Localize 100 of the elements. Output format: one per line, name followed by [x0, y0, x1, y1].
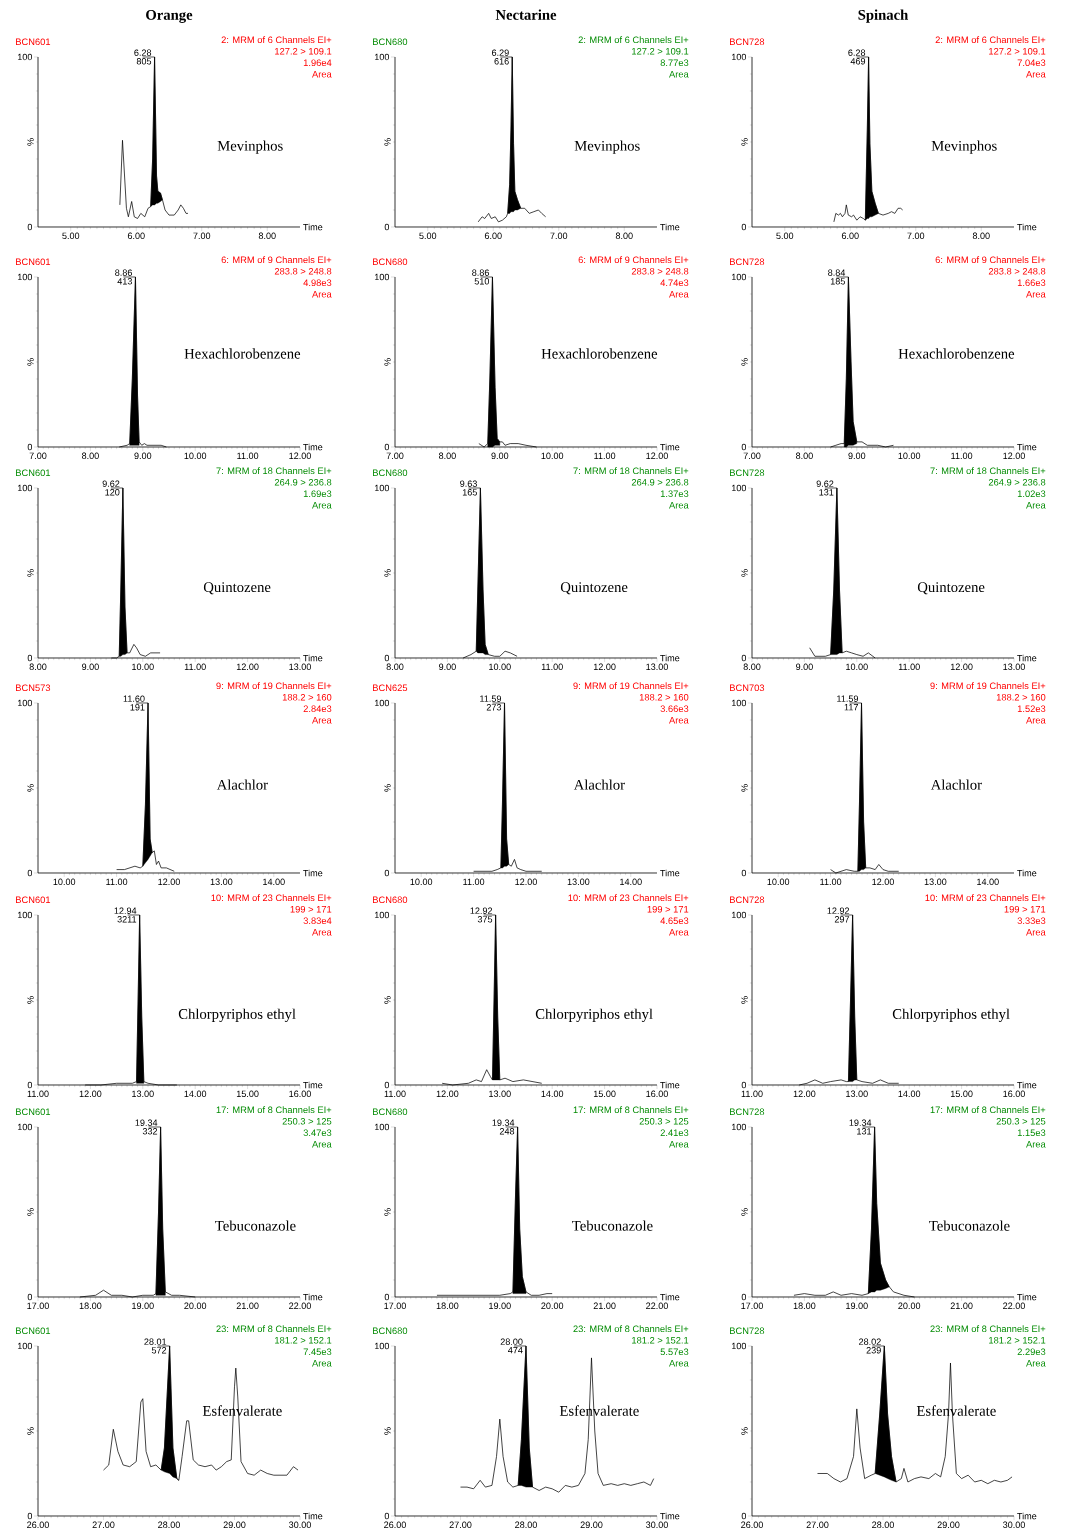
text: 4.65e3 [660, 917, 689, 925]
annotation: 28.02 [859, 1338, 881, 1345]
y-axis-title: % [27, 138, 34, 146]
annotation: 28.00 [500, 1338, 523, 1345]
x-tick-label: 11.00 [237, 452, 259, 459]
text: Area [312, 1141, 332, 1148]
x-tick-label: 20.00 [898, 1302, 921, 1310]
text: 181.2 > 152.1 [275, 1336, 332, 1344]
text: 181.2 > 152.1 [632, 1336, 689, 1344]
x-tick-label: 16.00 [646, 1090, 668, 1098]
x-tick-label: 26.00 [741, 1521, 763, 1529]
y-axis-title: % [384, 1208, 391, 1216]
x-tick-label: 27.00 [92, 1521, 115, 1529]
y-tick-label: 0 [741, 654, 747, 662]
annotation: 9.63 [460, 480, 477, 487]
x-axis-title: Time [660, 1512, 680, 1520]
annotation: 185 [830, 278, 845, 285]
text: 4.98e3 [303, 279, 332, 287]
text: BCN625 [373, 684, 408, 692]
x-tick-label: 17.00 [384, 1302, 406, 1310]
annotation: 12.92 [827, 907, 850, 914]
x-tick-label: 7.00 [29, 452, 47, 459]
annotation: 616 [494, 58, 509, 65]
text: Area [312, 71, 332, 78]
annotation: Chlorpyriphos ethyl [535, 1008, 653, 1022]
text: 5.57e3 [660, 1348, 689, 1356]
text: 4.74e3 [660, 279, 689, 287]
x-tick-label: 11.00 [541, 663, 563, 670]
x-axis-title: Time [1017, 1512, 1037, 1520]
text: 250.3 > 125 [996, 1117, 1046, 1125]
y-tick-label: 100 [374, 699, 390, 707]
text: 188.2 > 160 [282, 693, 332, 701]
text: BCN680 [373, 896, 408, 904]
x-tick-label: 10.00 [541, 452, 564, 459]
text: Area [1026, 717, 1046, 724]
x-tick-label: 12.00 [289, 452, 311, 459]
text: 17: MRM of 8 Channels EI+ [930, 1106, 1046, 1114]
x-tick-label: 20.00 [541, 1302, 564, 1310]
text: 23: MRM of 8 Channels EI+ [930, 1325, 1046, 1333]
x-tick-label: 12.00 [646, 452, 668, 459]
y-tick-label: 100 [17, 484, 33, 492]
annotation: Quintozene [203, 582, 271, 595]
x-tick-label: 13.00 [924, 878, 947, 886]
x-tick-label: 26.00 [27, 1521, 49, 1529]
x-axis-title: Time [660, 1293, 680, 1301]
annotation: 11.60 [123, 695, 145, 702]
y-axis-title: % [741, 1208, 748, 1216]
x-tick-label: 26.00 [384, 1521, 406, 1529]
x-tick-label: 13.00 [132, 1090, 154, 1098]
text: 181.2 > 152.1 [989, 1336, 1046, 1344]
text: 2: MRM of 6 Channels EI+ [935, 36, 1046, 44]
text: BCN728 [730, 1327, 765, 1335]
text: 7: MRM of 18 Channels EI+ [216, 467, 332, 475]
x-tick-label: 15.00 [593, 1090, 616, 1098]
annotation: 12.92 [470, 907, 493, 914]
text: 9: MRM of 19 Channels EI+ [573, 682, 689, 690]
y-tick-label: 100 [17, 1123, 33, 1131]
text: 250.3 > 125 [282, 1117, 332, 1125]
y-tick-label: 100 [17, 273, 33, 281]
text: 6: MRM of 9 Channels EI+ [221, 256, 332, 264]
x-tick-label: 13.00 [567, 878, 590, 886]
text: BCN680 [373, 38, 408, 46]
text: Area [312, 502, 332, 509]
text: 2.84e3 [303, 705, 332, 713]
x-tick-label: 28.00 [515, 1521, 537, 1529]
x-axis-title: Time [303, 1081, 323, 1089]
x-tick-label: 10.00 [898, 452, 921, 459]
x-tick-label: 6.00 [841, 232, 859, 239]
x-axis-title: Time [1017, 443, 1037, 451]
text: 250.3 > 125 [639, 1117, 689, 1125]
text: 1.02e3 [1017, 490, 1046, 498]
text: BCN728 [730, 38, 765, 46]
text: 17: MRM of 8 Channels EI+ [573, 1106, 689, 1114]
text: 188.2 > 160 [639, 693, 689, 701]
x-tick-label: 21.00 [236, 1302, 259, 1310]
y-tick-label: 0 [384, 1081, 390, 1089]
x-tick-label: 21.00 [950, 1302, 973, 1310]
x-axis-title: Time [660, 443, 680, 451]
annotation: Alachlor [216, 779, 268, 790]
x-tick-label: 13.00 [1003, 663, 1025, 670]
x-axis-title: Time [1017, 1293, 1037, 1301]
x-tick-label: 9.00 [848, 452, 866, 459]
x-tick-label: 13.00 [846, 1090, 868, 1098]
annotation: 6.29 [491, 49, 509, 56]
text: BCN601 [16, 1108, 51, 1116]
text: 1.52e3 [1017, 705, 1046, 713]
annotation: 191 [130, 704, 145, 711]
annotation: Tebuconazole [929, 1220, 1010, 1231]
annotation: 8.86 [472, 269, 489, 276]
x-tick-label: 16.00 [289, 1090, 311, 1098]
text: BCN703 [730, 684, 765, 692]
text: 17: MRM of 8 Channels EI+ [216, 1106, 332, 1114]
annotation: 239 [866, 1347, 881, 1354]
x-tick-label: 28.00 [158, 1521, 180, 1529]
text: BCN728 [730, 1108, 765, 1116]
y-axis-title: % [384, 358, 391, 366]
x-tick-label: 12.00 [515, 878, 537, 886]
text: Area [669, 1360, 689, 1367]
annotation: Alachlor [930, 779, 982, 790]
x-tick-label: 12.00 [436, 1090, 459, 1098]
